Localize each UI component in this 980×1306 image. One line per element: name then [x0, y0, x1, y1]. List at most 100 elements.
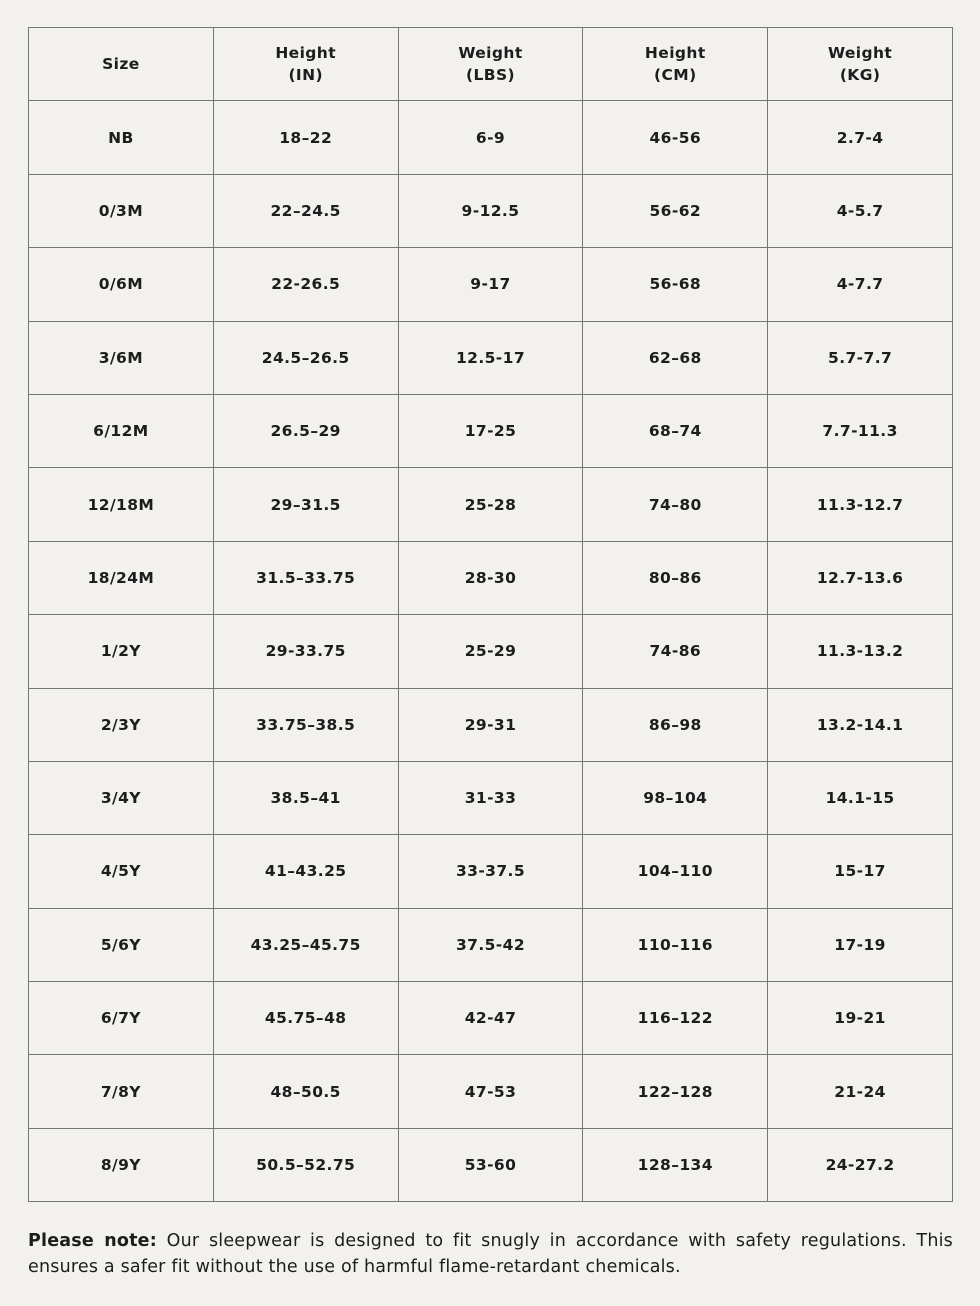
value-cell: 22–24.5: [212, 173, 399, 249]
value-cell: 42-47: [397, 981, 584, 1056]
size-cell: 1/2Y: [28, 614, 214, 689]
value-cell: 7.7-11.3: [767, 393, 953, 469]
value-cell: 11.3-13.2: [767, 614, 953, 689]
value-cell: 17-25: [397, 393, 584, 469]
value-cell: 6-9: [397, 100, 584, 175]
size-chart-header: Size Height (IN) Weight (LBS) Height (CM…: [28, 26, 953, 102]
value-cell: 50.5–52.75: [212, 1127, 399, 1203]
value-cell: 29–31.5: [212, 467, 399, 542]
value-cell: 128–134: [582, 1127, 769, 1203]
safety-note-text: Our sleepwear is designed to fit snugly …: [28, 1231, 953, 1277]
size-cell: 3/6M: [28, 320, 214, 395]
table-row: 7/8Y 48–50.5 47-53 122–128 21-24: [28, 1054, 953, 1129]
table-row: 18/24M 31.5–33.75 28-30 80–86 12.7-13.6: [28, 540, 953, 616]
value-cell: 29-33.75: [212, 614, 399, 689]
size-cell: NB: [28, 100, 214, 175]
value-cell: 29-31: [397, 687, 584, 762]
table-row: 12/18M 29–31.5 25-28 74–80 11.3-12.7: [28, 467, 953, 542]
safety-note-label: Please note:: [28, 1231, 157, 1251]
value-cell: 33.75–38.5: [212, 687, 399, 762]
table-row: 1/2Y 29-33.75 25-29 74-86 11.3-13.2: [28, 614, 953, 689]
value-cell: 62–68: [582, 320, 769, 395]
value-cell: 68–74: [582, 393, 769, 469]
value-cell: 56-62: [582, 173, 769, 249]
size-cell: 7/8Y: [28, 1054, 214, 1129]
value-cell: 17-19: [767, 907, 953, 983]
column-header-weight-kg: Weight (KG): [767, 26, 953, 102]
value-cell: 24-27.2: [767, 1127, 953, 1203]
value-cell: 74-86: [582, 614, 769, 689]
value-cell: 98–104: [582, 760, 769, 836]
value-cell: 104–110: [582, 834, 769, 909]
safety-note: Please note: Our sleepwear is designed t…: [28, 1228, 953, 1280]
table-row: 6/12M 26.5–29 17-25 68–74 7.7-11.3: [28, 393, 953, 469]
value-cell: 9-17: [397, 247, 584, 322]
value-cell: 47-53: [397, 1054, 584, 1129]
table-row: NB 18–22 6-9 46-56 2.7-4: [28, 100, 953, 175]
value-cell: 37.5-42: [397, 907, 584, 983]
value-cell: 14.1-15: [767, 760, 953, 836]
table-row: 8/9Y 50.5–52.75 53-60 128–134 24-27.2: [28, 1127, 953, 1203]
table-row: 0/3M 22–24.5 9-12.5 56-62 4-5.7: [28, 173, 953, 249]
header-row: Size Height (IN) Weight (LBS) Height (CM…: [28, 26, 953, 102]
size-chart-body: NB 18–22 6-9 46-56 2.7-4 0/3M 22–24.5 9-12.5 56-…: [28, 100, 953, 1203]
value-cell: 21-24: [767, 1054, 953, 1129]
value-cell: 25-29: [397, 614, 584, 689]
size-cell: 2/3Y: [28, 687, 214, 762]
value-cell: 116–122: [582, 981, 769, 1056]
value-cell: 19-21: [767, 981, 953, 1056]
value-cell: 31.5–33.75: [212, 540, 399, 616]
value-cell: 33-37.5: [397, 834, 584, 909]
size-chart-table: Size Height (IN) Weight (LBS) Height (CM…: [28, 26, 953, 1203]
column-header-height-cm: Height (CM): [582, 26, 769, 102]
value-cell: 9-12.5: [397, 173, 584, 249]
table-row: 6/7Y 45.75–48 42-47 116–122 19-21: [28, 981, 953, 1056]
size-cell: 0/6M: [28, 247, 214, 322]
value-cell: 45.75–48: [212, 981, 399, 1056]
value-cell: 12.7-13.6: [767, 540, 953, 616]
value-cell: 31-33: [397, 760, 584, 836]
value-cell: 80–86: [582, 540, 769, 616]
value-cell: 18–22: [212, 100, 399, 175]
column-header-size: Size: [28, 26, 214, 102]
size-cell: 6/12M: [28, 393, 214, 469]
column-header-height-in: Height (IN): [212, 26, 399, 102]
size-cell: 3/4Y: [28, 760, 214, 836]
value-cell: 86–98: [582, 687, 769, 762]
value-cell: 53-60: [397, 1127, 584, 1203]
value-cell: 25-28: [397, 467, 584, 542]
value-cell: 38.5–41: [212, 760, 399, 836]
size-cell: 8/9Y: [28, 1127, 214, 1203]
value-cell: 122–128: [582, 1054, 769, 1129]
value-cell: 22-26.5: [212, 247, 399, 322]
table-row: 5/6Y 43.25–45.75 37.5-42 110–116 17-19: [28, 907, 953, 983]
value-cell: 2.7-4: [767, 100, 953, 175]
value-cell: 11.3-12.7: [767, 467, 953, 542]
size-cell: 6/7Y: [28, 981, 214, 1056]
value-cell: 12.5-17: [397, 320, 584, 395]
table-row: 3/6M 24.5–26.5 12.5-17 62–68 5.7-7.7: [28, 320, 953, 395]
size-cell: 5/6Y: [28, 907, 214, 983]
value-cell: 110–116: [582, 907, 769, 983]
value-cell: 13.2-14.1: [767, 687, 953, 762]
size-cell: 12/18M: [28, 467, 214, 542]
value-cell: 5.7-7.7: [767, 320, 953, 395]
value-cell: 15-17: [767, 834, 953, 909]
value-cell: 24.5–26.5: [212, 320, 399, 395]
table-row: 2/3Y 33.75–38.5 29-31 86–98 13.2-14.1: [28, 687, 953, 762]
value-cell: 4-7.7: [767, 247, 953, 322]
value-cell: 46-56: [582, 100, 769, 175]
value-cell: 74–80: [582, 467, 769, 542]
table-row: 3/4Y 38.5–41 31-33 98–104 14.1-15: [28, 760, 953, 836]
value-cell: 48–50.5: [212, 1054, 399, 1129]
table-row: 0/6M 22-26.5 9-17 56-68 4-7.7: [28, 247, 953, 322]
value-cell: 26.5–29: [212, 393, 399, 469]
value-cell: 56-68: [582, 247, 769, 322]
table-row: 4/5Y 41–43.25 33-37.5 104–110 15-17: [28, 834, 953, 909]
size-cell: 0/3M: [28, 173, 214, 249]
size-cell: 4/5Y: [28, 834, 214, 909]
value-cell: 41–43.25: [212, 834, 399, 909]
value-cell: 28-30: [397, 540, 584, 616]
size-cell: 18/24M: [28, 540, 214, 616]
